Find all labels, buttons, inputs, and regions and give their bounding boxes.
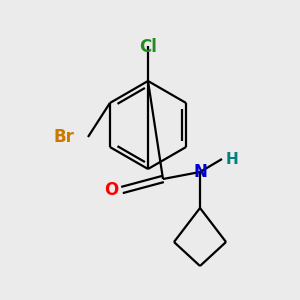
Text: Cl: Cl xyxy=(139,38,157,56)
Text: H: H xyxy=(226,152,239,166)
Text: Br: Br xyxy=(53,128,74,146)
Text: N: N xyxy=(193,163,207,181)
Text: O: O xyxy=(104,181,118,199)
